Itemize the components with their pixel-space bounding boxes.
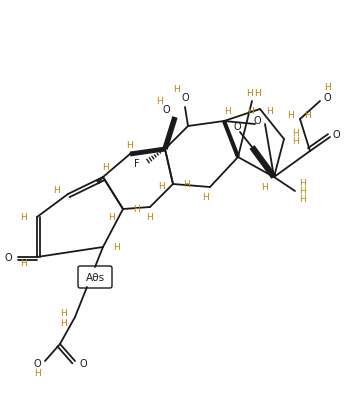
- Text: F: F: [134, 159, 140, 169]
- Text: O: O: [181, 93, 189, 103]
- Text: Aθs: Aθs: [85, 272, 104, 282]
- Text: H: H: [247, 107, 254, 116]
- Text: H: H: [324, 83, 331, 92]
- Text: H: H: [287, 111, 294, 120]
- Text: H: H: [247, 89, 253, 98]
- Text: H: H: [20, 213, 27, 222]
- Text: H: H: [255, 89, 261, 98]
- Text: O: O: [253, 116, 261, 126]
- Text: H: H: [304, 111, 311, 120]
- Text: H: H: [133, 205, 140, 214]
- Text: H: H: [299, 195, 306, 204]
- Text: H: H: [299, 187, 306, 196]
- Text: H: H: [292, 129, 299, 138]
- Text: H: H: [60, 309, 67, 318]
- FancyBboxPatch shape: [78, 266, 112, 288]
- Text: O: O: [333, 130, 341, 139]
- Text: H: H: [60, 319, 67, 328]
- Text: H: H: [146, 213, 153, 222]
- Text: H: H: [108, 213, 115, 222]
- Text: H: H: [202, 193, 209, 202]
- Text: H: H: [158, 182, 165, 191]
- Text: O: O: [33, 358, 41, 368]
- Text: H: H: [183, 180, 190, 189]
- Text: H: H: [266, 107, 273, 116]
- Text: O: O: [162, 105, 170, 115]
- Text: H: H: [225, 107, 231, 116]
- Text: H: H: [299, 179, 306, 188]
- Text: O: O: [79, 358, 87, 368]
- Text: H: H: [174, 85, 180, 94]
- Text: H: H: [261, 183, 268, 192]
- Text: H: H: [156, 97, 163, 106]
- Text: O: O: [324, 93, 332, 103]
- Text: H: H: [20, 259, 27, 268]
- Text: H: H: [127, 140, 134, 149]
- Text: O: O: [4, 252, 12, 262]
- Text: H: H: [102, 163, 108, 172]
- Text: H: H: [292, 137, 299, 146]
- Text: O: O: [233, 122, 241, 132]
- Text: H: H: [53, 186, 60, 195]
- Text: H: H: [34, 369, 41, 378]
- Text: H: H: [113, 243, 120, 252]
